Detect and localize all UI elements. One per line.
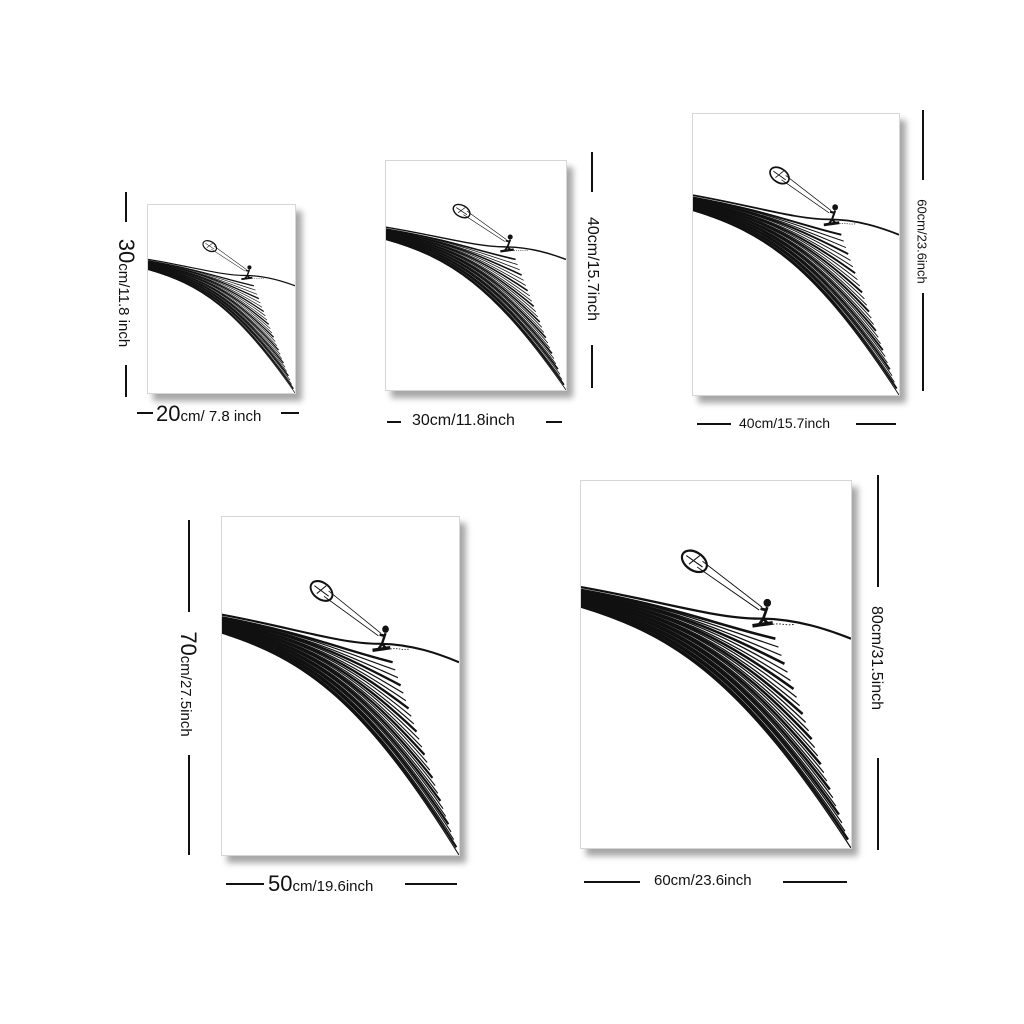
height-label-50x70: 70cm/27.5inch — [175, 609, 201, 759]
height-line-top — [877, 475, 879, 587]
width-line-right — [856, 423, 896, 425]
poster-20x30 — [147, 204, 296, 394]
height-line-top — [591, 152, 593, 192]
poster-30x40 — [385, 160, 567, 391]
width-unit: cm/19.6inch — [292, 878, 374, 895]
width-line-left — [137, 412, 153, 414]
height-label-60x80: 80cm/31.5inch — [868, 605, 885, 711]
kitesurfer-artwork — [581, 549, 851, 848]
height-number: 30 — [114, 238, 139, 264]
height-line-bottom — [188, 755, 190, 855]
width-label-20x30: 20cm/ 7.8 inch — [156, 401, 261, 427]
width-label-30x40: 30cm/11.8inch — [412, 412, 515, 429]
width-line-left — [387, 421, 401, 423]
kitesurfer-artwork — [693, 166, 899, 395]
width-unit: cm/ 7.8 inch — [180, 408, 262, 425]
height-label-20x30: 30cm/11.8 inch — [113, 223, 139, 363]
height-line-bottom — [922, 293, 924, 391]
height-line-top — [188, 520, 190, 612]
height-line-top — [922, 110, 924, 180]
height-line-top — [125, 192, 127, 222]
height-unit: cm/27.5inch — [177, 655, 194, 737]
kitesurfer-artwork — [148, 240, 295, 393]
poster-40x60 — [692, 113, 900, 396]
poster-50x70 — [221, 516, 460, 856]
width-line-right — [546, 421, 562, 423]
width-label-40x60: 40cm/15.7inch — [739, 415, 831, 431]
width-number: 20 — [156, 401, 181, 426]
kitesurfer-artwork — [222, 580, 459, 855]
width-line-left — [697, 423, 731, 425]
width-line-right — [281, 412, 299, 414]
width-label-60x80: 60cm/23.6inch — [654, 872, 752, 889]
height-line-bottom — [877, 758, 879, 850]
width-label-50x70: 50cm/19.6inch — [268, 871, 373, 897]
width-line-left — [584, 881, 640, 883]
height-number: 70 — [176, 631, 201, 656]
height-line-bottom — [591, 345, 593, 388]
width-number: 50 — [268, 871, 293, 896]
kitesurfer-artwork — [386, 203, 566, 390]
height-unit: cm/11.8 inch — [115, 263, 132, 348]
width-line-right — [405, 883, 457, 885]
height-line-bottom — [125, 365, 127, 397]
height-label-30x40: 40cm/15.7inch — [584, 216, 601, 322]
width-line-left — [226, 883, 264, 885]
width-line-right — [783, 881, 847, 883]
height-label-40x60: 60cm/23.6inch — [914, 199, 930, 284]
poster-60x80 — [580, 480, 852, 849]
